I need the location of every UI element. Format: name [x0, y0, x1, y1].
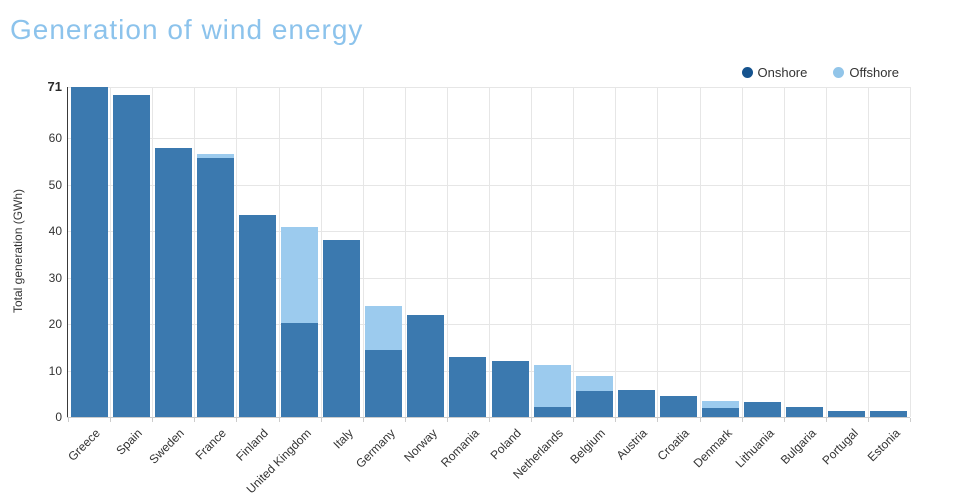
- x-axis-tick: [741, 418, 743, 422]
- x-axis-tick: [404, 418, 406, 422]
- bar-belgium-onshore[interactable]: [575, 391, 613, 417]
- x-axis-tick: [825, 418, 827, 422]
- gridline-x-14: [657, 87, 659, 417]
- bar-portugal-onshore[interactable]: [828, 411, 866, 417]
- x-axis-tick: [489, 418, 490, 422]
- x-axis-tick: [867, 418, 869, 422]
- x-axis-tick: [152, 418, 154, 422]
- legend-label: Onshore: [757, 65, 808, 80]
- y-tick-label-71: 71: [47, 79, 62, 94]
- bar-united-kingdom-onshore[interactable]: [281, 322, 319, 417]
- x-axis-tick: [236, 418, 238, 422]
- bar-finland-onshore[interactable]: [238, 214, 276, 417]
- gridline-x-17: [783, 87, 785, 417]
- y-axis-line: [67, 87, 68, 417]
- x-axis-tick: [910, 418, 911, 422]
- gridline-x-9: [446, 87, 448, 417]
- gridline-x-12: [573, 87, 575, 417]
- bar-greece-onshore[interactable]: [70, 87, 108, 417]
- bar-denmark-offshore[interactable]: [702, 401, 740, 408]
- x-axis-line: [67, 417, 910, 418]
- gridline-x-6: [320, 87, 322, 417]
- y-tick-label-30: 30: [48, 270, 62, 285]
- y-tick-label-0: 0: [55, 410, 62, 424]
- bar-croatia-onshore[interactable]: [659, 396, 697, 417]
- bar-estonia-onshore[interactable]: [870, 410, 908, 417]
- y-axis-title: Total generation (GWh): [11, 188, 25, 314]
- x-axis-tick: [615, 418, 617, 422]
- gridline-x-3: [194, 87, 196, 417]
- onshore-swatch-icon: [741, 67, 753, 78]
- y-tick-label-60: 60: [48, 131, 62, 146]
- bar-denmark-onshore[interactable]: [702, 407, 740, 417]
- legend: Onshore Offshore: [741, 65, 899, 80]
- x-axis-tick: [68, 418, 69, 422]
- x-axis-tick: [573, 418, 575, 422]
- bar-germany-offshore[interactable]: [365, 305, 403, 351]
- y-tick-label-20: 20: [48, 317, 62, 332]
- bar-belgium-offshore[interactable]: [575, 375, 613, 392]
- bar-sweden-onshore[interactable]: [154, 147, 192, 417]
- legend-label: Offshore: [849, 65, 899, 80]
- x-axis-tick: [194, 418, 196, 422]
- bar-spain-onshore[interactable]: [112, 95, 150, 417]
- y-tick-label-10: 10: [48, 363, 62, 378]
- bar-norway-onshore[interactable]: [407, 315, 445, 417]
- gridline-x-10: [489, 87, 490, 417]
- gridline-x-11: [531, 87, 533, 417]
- gridline-x-18: [825, 87, 827, 417]
- legend-item-onshore[interactable]: Onshore: [741, 65, 808, 80]
- bar-bulgaria-onshore[interactable]: [786, 406, 824, 417]
- gridline-x-2: [152, 87, 154, 417]
- chart-title: Generation of wind energy: [10, 14, 364, 45]
- x-axis-tick: [278, 418, 280, 422]
- bar-united-kingdom-offshore[interactable]: [281, 226, 319, 323]
- bar-germany-onshore[interactable]: [365, 350, 403, 417]
- bar-romania-onshore[interactable]: [449, 356, 487, 417]
- offshore-swatch-icon: [833, 67, 845, 78]
- bar-netherlands-offshore[interactable]: [533, 364, 571, 408]
- gridline-x-16: [741, 87, 743, 417]
- x-axis-tick: [783, 418, 785, 422]
- bar-poland-onshore[interactable]: [491, 360, 529, 417]
- bar-france-offshore[interactable]: [196, 154, 234, 158]
- gridline-x-13: [615, 87, 617, 417]
- y-tick-label-40: 40: [48, 224, 62, 239]
- bar-france-onshore[interactable]: [196, 157, 234, 417]
- x-axis-tick: [446, 418, 448, 422]
- y-tick-label-50: 50: [48, 177, 62, 192]
- x-axis-tick: [657, 418, 659, 422]
- x-axis-tick: [320, 418, 322, 422]
- gridline-x-19: [867, 87, 869, 417]
- bar-italy-onshore[interactable]: [323, 240, 361, 417]
- x-axis-tick: [362, 418, 364, 422]
- bar-lithuania-onshore[interactable]: [744, 402, 782, 417]
- gridline-x-1: [110, 87, 112, 417]
- bar-austria-onshore[interactable]: [617, 390, 655, 417]
- gridline-x-5: [278, 87, 280, 417]
- gridline-x-4: [236, 87, 238, 417]
- gridline-x-20: [910, 87, 911, 417]
- bar-netherlands-onshore[interactable]: [533, 407, 571, 417]
- x-axis-tick: [699, 418, 701, 422]
- gridline-x-15: [699, 87, 701, 417]
- gridline-x-7: [362, 87, 364, 417]
- x-axis-tick: [531, 418, 533, 422]
- gridline-x-8: [404, 87, 406, 417]
- legend-item-offshore[interactable]: Offshore: [833, 65, 899, 80]
- x-axis-tick: [110, 418, 112, 422]
